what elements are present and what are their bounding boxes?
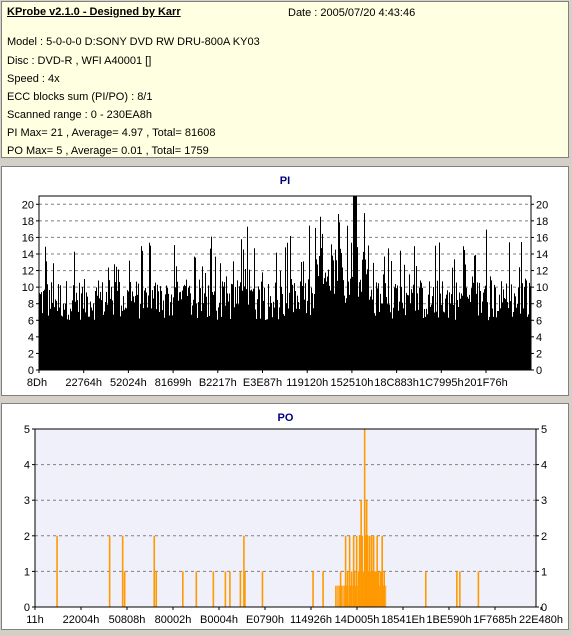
pi-x-tick-label: 152510h [330,377,373,389]
po-y-tick-label-left: 2 [24,531,30,543]
pi-y-tick-label-left: 6 [28,315,34,327]
pi-x-tick-label: 119120h [286,377,328,389]
pi-y-tick-label-right: 20 [536,199,548,211]
pi-y-tick-label-left: 0 [28,365,34,377]
pi-x-tick-label: E3E87h [243,377,282,389]
bottom-strip [0,630,572,636]
pi-x-tick-label: 81699h [155,377,192,389]
pi-x-tick-label: 18C883h [374,377,419,389]
pi-y-tick-label-left: 4 [28,332,34,344]
pi-x-tick-label: 22764h [65,377,102,389]
po-y-tick-label-left: 3 [24,495,30,507]
po-x-tick-label: 14D005h [335,614,380,626]
pi-y-tick-label-left: 10 [22,282,34,294]
po-y-tick-label-right: 2 [541,531,547,543]
pi-y-tick-label-left: 18 [22,216,34,228]
pi-x-tick-label: 201F76h [464,377,507,389]
po-y-tick-label-left: 0 [24,602,30,614]
pi-x-tick-label: 1C7995h [419,377,464,389]
po-chart-title: PO [278,412,294,424]
pi-y-tick-label-right: 10 [536,282,548,294]
pi-y-tick-label-right: 4 [536,332,542,344]
pi-y-tick-label-right: 16 [536,232,548,244]
pi-y-tick-label-left: 14 [22,249,34,261]
po-x-tick-label: 18541Eh [381,614,425,626]
po-y-tick-label-right: 0 [541,602,547,614]
po-y-tick-label-right: 4 [541,460,547,472]
po-y-tick-label-right: 1 [541,566,547,578]
po-x-tick-label: 50808h [109,614,146,626]
pi-chart-panel: PI 0 0 2 2 4 4 6 6 8 8 10 10 12 12 14 14 16 16 18 18 20 20 8Dh 2… [1,166,569,396]
scanned-range-line: Scanned range : 0 - 230EA8h [7,109,152,121]
pi-y-tick-label-right: 6 [536,315,542,327]
pi-chart-title: PI [280,175,290,187]
pi-x-tick-label: 8Dh [27,377,47,389]
po-x-tick-label: 22004h [63,614,100,626]
po-x-tick-label: 11h [26,614,44,626]
po-y-tick-label-left: 4 [24,460,30,472]
pi-y-tick-label-right: 8 [536,299,542,311]
model-line: Model : 5-0-0-0 D:SONY DVD RW DRU-800A K… [7,36,260,48]
po-x-tick-label: 80002h [155,614,192,626]
pi-x-tick-label: B2217h [199,377,237,389]
pi-plot-border [38,195,532,371]
pi-y-tick-label-left: 16 [22,232,34,244]
pi-chart: PI 0 0 2 2 4 4 6 6 8 8 10 10 12 12 14 14 16 16 18 18 20 20 8Dh 2… [22,175,549,389]
pi-x-tick-label: 52024h [110,377,147,389]
pi-y-tick-label-right: 12 [536,266,548,278]
po-x-tick-label: 1BE590h [426,614,471,626]
pi-y-tick-label-left: 8 [28,299,34,311]
po-y-tick-label-right: 3 [541,495,547,507]
disc-line: Disc : DVD-R , WFI A40001 [] [7,55,152,67]
po-y-tick-label-right: 5 [541,424,547,436]
disc-info-panel: KProbe v2.1.0 - Designed by Karr Date : … [1,1,569,158]
po-x-tick-label: B0004h [200,614,238,626]
pi-y-tick-label-right: 18 [536,216,548,228]
pi-y-tick-label-right: 0 [536,365,542,377]
po-y-tick-label-left: 5 [24,424,30,436]
po-x-tick-label: 114926h [290,614,332,626]
pi-y-tick-label-right: 2 [536,348,542,360]
app-title: KProbe v2.1.0 - Designed by Karr [7,6,181,18]
po-chart-panel: PO 0 0 1 1 2 2 3 3 4 4 5 5 11h 22004h 50808h 80002h B0004… [1,403,569,630]
ecc-line: ECC blocks sum (PI/PO) : 8/1 [7,91,153,103]
pi-summary-line: PI Max= 21 , Average= 4.97 , Total= 8160… [7,127,216,139]
po-plot-border [34,428,537,608]
po-summary-line: PO Max= 5 , Average= 0.01 , Total= 1759 [7,145,209,157]
po-plot-area [35,429,536,607]
pi-y-tick-label-left: 20 [22,199,34,211]
pi-y-tick-label-left: 12 [22,266,34,278]
po-x-tick-label: 22E480h [519,614,563,626]
po-x-tick-label: 1F7685h [473,614,516,626]
po-y-tick-label-left: 1 [24,566,30,578]
scan-date: Date : 2005/07/20 4:43:46 [288,7,416,19]
speed-line: Speed : 4x [7,73,60,85]
po-chart: PO 0 0 1 1 2 2 3 3 4 4 5 5 11h 22004h 50808h 80002h B0004… [24,412,563,626]
pi-y-tick-label-left: 2 [28,348,34,360]
pi-y-tick-label-right: 14 [536,249,548,261]
po-x-tick-label: E0790h [246,614,284,626]
